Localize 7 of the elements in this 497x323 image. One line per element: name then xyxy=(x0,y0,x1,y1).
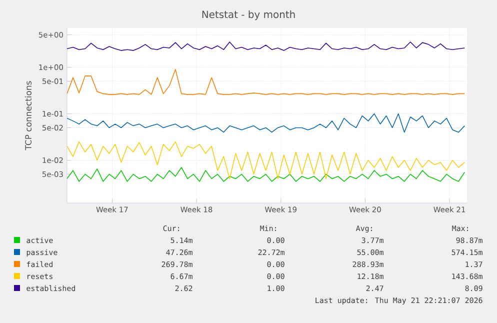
line-series xyxy=(67,113,466,133)
line-series xyxy=(67,68,466,95)
line-series xyxy=(67,141,466,180)
line-series xyxy=(67,167,466,182)
chart-title: Netstat - by month xyxy=(202,10,295,20)
y-axis-title: TCP connections xyxy=(24,81,32,150)
line-series xyxy=(67,42,466,51)
